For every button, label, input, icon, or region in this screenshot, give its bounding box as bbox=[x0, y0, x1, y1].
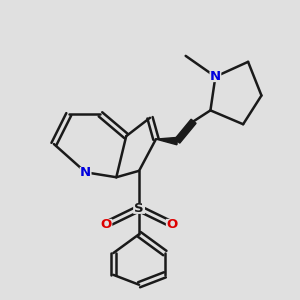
FancyBboxPatch shape bbox=[100, 219, 112, 230]
Text: N: N bbox=[210, 70, 221, 83]
Text: O: O bbox=[166, 218, 177, 231]
Text: N: N bbox=[80, 166, 91, 179]
Polygon shape bbox=[156, 137, 178, 145]
FancyBboxPatch shape bbox=[209, 71, 221, 82]
Polygon shape bbox=[175, 119, 196, 143]
Text: O: O bbox=[101, 218, 112, 231]
FancyBboxPatch shape bbox=[166, 219, 178, 230]
FancyBboxPatch shape bbox=[80, 167, 92, 178]
FancyBboxPatch shape bbox=[133, 203, 145, 214]
Text: S: S bbox=[134, 202, 144, 215]
